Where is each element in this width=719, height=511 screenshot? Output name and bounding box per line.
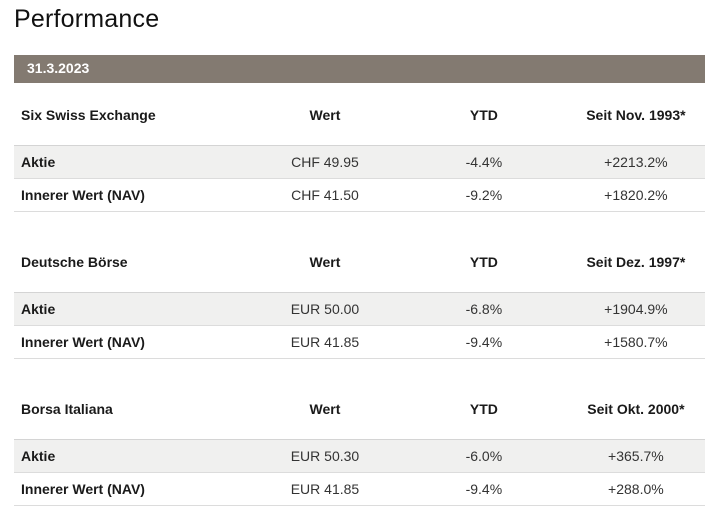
table-row-aktie: Aktie EUR 50.00 -6.8% +1904.9% xyxy=(14,292,705,326)
date-label: 31.3.2023 xyxy=(27,60,90,76)
cell-wert: CHF 49.95 xyxy=(291,154,359,170)
column-header-wert: Wert xyxy=(248,95,401,146)
column-header-ytd: YTD xyxy=(400,389,567,440)
cell-wert: CHF 41.50 xyxy=(291,187,359,203)
table-row-nav: Innerer Wert (NAV) CHF 41.50 -9.2% +1820… xyxy=(14,179,705,212)
table-name-header: Six Swiss Exchange xyxy=(14,95,249,146)
cell-since: +288.0% xyxy=(608,481,664,497)
column-header-since: Seit Dez. 1997* xyxy=(566,242,705,293)
table-row-nav: Innerer Wert (NAV) EUR 41.85 -9.4% +288.… xyxy=(14,473,705,506)
cell-ytd: -9.4% xyxy=(465,481,503,497)
column-header-since: Seit Nov. 1993* xyxy=(566,95,705,146)
row-label: Aktie xyxy=(21,448,56,464)
cell-wert: EUR 41.85 xyxy=(290,334,360,350)
table-row-aktie: Aktie EUR 50.30 -6.0% +365.7% xyxy=(14,439,705,473)
table-six-swiss-exchange: Six Swiss Exchange Wert YTD Seit Nov. 19… xyxy=(14,95,705,212)
cell-wert: EUR 50.30 xyxy=(290,448,360,464)
cell-since: +2213.2% xyxy=(604,154,668,170)
table-header-row: Borsa Italiana Wert YTD Seit Okt. 2000* xyxy=(14,389,705,440)
column-header-ytd: YTD xyxy=(400,242,567,293)
column-header-since: Seit Okt. 2000* xyxy=(566,389,705,440)
cell-ytd: -6.0% xyxy=(465,448,503,464)
row-label: Innerer Wert (NAV) xyxy=(21,334,145,350)
table-deutsche-boerse: Deutsche Börse Wert YTD Seit Dez. 1997* … xyxy=(14,242,705,359)
cell-ytd: -4.4% xyxy=(465,154,503,170)
column-header-wert: Wert xyxy=(248,242,401,293)
row-label: Innerer Wert (NAV) xyxy=(21,187,145,203)
row-label: Aktie xyxy=(21,301,56,317)
table-row-aktie: Aktie CHF 49.95 -4.4% +2213.2% xyxy=(14,145,705,179)
table-name-header: Deutsche Börse xyxy=(14,242,249,293)
column-header-ytd: YTD xyxy=(400,95,567,146)
cell-since: +1820.2% xyxy=(604,187,668,203)
cell-since: +1580.7% xyxy=(604,334,668,350)
table-header-row: Deutsche Börse Wert YTD Seit Dez. 1997* xyxy=(14,242,705,293)
cell-ytd: -6.8% xyxy=(465,301,503,317)
cell-ytd: -9.4% xyxy=(465,334,503,350)
cell-ytd: -9.2% xyxy=(465,187,503,203)
table-name-header: Borsa Italiana xyxy=(14,389,249,440)
date-bar: 31.3.2023 xyxy=(14,55,705,83)
cell-since: +1904.9% xyxy=(604,301,668,317)
table-borsa-italiana: Borsa Italiana Wert YTD Seit Okt. 2000* … xyxy=(14,389,705,506)
row-label: Innerer Wert (NAV) xyxy=(21,481,145,497)
column-header-wert: Wert xyxy=(248,389,401,440)
cell-since: +365.7% xyxy=(608,448,664,464)
table-row-nav: Innerer Wert (NAV) EUR 41.85 -9.4% +1580… xyxy=(14,326,705,359)
page-title: Performance xyxy=(14,5,160,33)
table-header-row: Six Swiss Exchange Wert YTD Seit Nov. 19… xyxy=(14,95,705,146)
cell-wert: EUR 41.85 xyxy=(290,481,360,497)
cell-wert: EUR 50.00 xyxy=(290,301,360,317)
row-label: Aktie xyxy=(21,154,56,170)
